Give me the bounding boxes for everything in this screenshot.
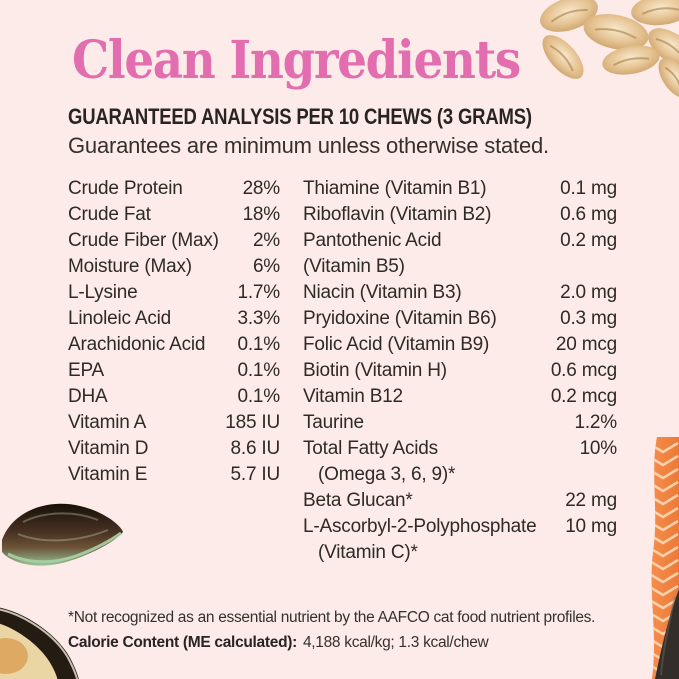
- table-row: Crude Fiber (Max) 2%: [68, 228, 280, 254]
- analysis-heading: GUARANTEED ANALYSIS PER 10 CHEWS (3 GRAM…: [68, 104, 532, 129]
- nutrient-value: 0.6 mg: [560, 204, 617, 225]
- table-row: Crude Fat 18%: [68, 202, 280, 228]
- nutrient-value: 0.2 mg: [560, 230, 617, 251]
- nutrient-value: 0.1%: [237, 360, 280, 381]
- table-row: Vitamin D 8.6 IU: [68, 436, 280, 462]
- table-row: Pryidoxine (Vitamin B6) 0.3 mg: [303, 306, 617, 332]
- table-row: Vitamin B12 0.2 mcg: [303, 384, 617, 410]
- table-row: Taurine 1.2%: [303, 410, 617, 436]
- table-row: (Omega 3, 6, 9)*: [303, 462, 617, 488]
- nutrient-label: L-Lysine: [68, 282, 138, 303]
- nutrient-value: 0.1%: [237, 386, 280, 407]
- nutrient-value: 0.6 mcg: [550, 360, 617, 381]
- nutrient-label: Arachidonic Acid: [68, 334, 206, 355]
- nutrient-label: Riboflavin (Vitamin B2): [303, 204, 492, 225]
- table-row: Niacin (Vitamin B3) 2.0 mg: [303, 280, 617, 306]
- nutrient-label: Biotin (Vitamin H): [303, 360, 447, 381]
- nutrient-value: 3.3%: [237, 308, 280, 329]
- calorie-content: Calorie Content (ME calculated): 4,188 kc…: [68, 630, 643, 655]
- nutrient-label: DHA: [68, 386, 108, 407]
- nutrient-value: 18%: [242, 204, 281, 225]
- nutrient-label: Crude Protein: [68, 178, 183, 199]
- nutrient-label: Taurine: [303, 412, 364, 433]
- table-row: Vitamin E 5.7 IU: [68, 462, 280, 488]
- table-row: Beta Glucan* 22 mg: [303, 488, 617, 514]
- table-row: EPA 0.1%: [68, 358, 280, 384]
- nutrient-value: 1.7%: [237, 282, 280, 303]
- table-row: Arachidonic Acid 0.1%: [68, 332, 280, 358]
- nutrient-label: (Omega 3, 6, 9)*: [318, 464, 456, 485]
- table-row: (Vitamin B5): [303, 254, 617, 280]
- calorie-content-value: 4,188 kcal/kg; 1.3 kcal/chew: [302, 634, 489, 651]
- table-row: Riboflavin (Vitamin B2) 0.6 mg: [303, 202, 617, 228]
- table-row: Total Fatty Acids 10%: [303, 436, 617, 462]
- table-row: Pantothenic Acid 0.2 mg: [303, 228, 617, 254]
- table-row: Linoleic Acid 3.3%: [68, 306, 280, 332]
- nutrient-value: 10 mg: [565, 516, 617, 537]
- analysis-subheading: Guarantees are minimum unless otherwise …: [68, 133, 549, 158]
- calorie-content-label: Calorie Content (ME calculated):: [68, 634, 297, 651]
- table-row: L-Ascorbyl-2-Polyphosphate 10 mg: [303, 514, 617, 540]
- nutrient-label: Thiamine (Vitamin B1): [303, 178, 487, 199]
- nutrient-value: 1.2%: [574, 412, 617, 433]
- nutrient-label: Vitamin E: [68, 464, 148, 485]
- nutrient-value: 0.1%: [237, 334, 280, 355]
- nutrient-value: 22 mg: [565, 490, 617, 511]
- nutrient-label: Pryidoxine (Vitamin B6): [303, 308, 497, 329]
- table-row: Biotin (Vitamin H) 0.6 mcg: [303, 358, 617, 384]
- footer: *Not recognized as an essential nutrient…: [68, 605, 643, 655]
- nutrient-value: 20 mcg: [555, 334, 617, 355]
- table-row: Thiamine (Vitamin B1) 0.1 mg: [303, 176, 617, 202]
- nutrient-label: Linoleic Acid: [68, 308, 172, 329]
- table-row: Vitamin A 185 IU: [68, 410, 280, 436]
- table-row: DHA 0.1%: [68, 384, 280, 410]
- nutrient-value: 8.6 IU: [230, 438, 281, 459]
- nutrient-value: 0.2 mcg: [550, 386, 617, 407]
- nutrient-value: 28%: [242, 178, 281, 199]
- nutrient-label: Moisture (Max): [68, 256, 192, 277]
- nutrient-value: 2.0 mg: [560, 282, 617, 303]
- nutrient-label: EPA: [68, 360, 105, 381]
- nutrient-label: Beta Glucan*: [303, 490, 413, 511]
- nutrient-label: Vitamin A: [68, 412, 147, 433]
- nutrient-value: 2%: [252, 230, 280, 251]
- nutrient-value: 6%: [252, 256, 280, 277]
- table-row: (Vitamin C)*: [303, 540, 617, 566]
- nutrient-label: Vitamin B12: [303, 386, 403, 407]
- nutrient-label: (Vitamin C)*: [318, 542, 418, 563]
- table-row: Moisture (Max) 6%: [68, 254, 280, 280]
- table-row: Crude Protein 28%: [68, 176, 280, 202]
- nutrient-value: 5.7 IU: [230, 464, 281, 485]
- nutrient-value: 185 IU: [225, 412, 280, 433]
- nutrient-value: 10%: [579, 438, 618, 459]
- table-row: Folic Acid (Vitamin B9) 20 mcg: [303, 332, 617, 358]
- nutrient-label: Crude Fiber (Max): [68, 230, 219, 251]
- table-row: L-Lysine 1.7%: [68, 280, 280, 306]
- guaranteed-analysis-table: Crude Protein 28% Crude Fat 18% Crude Fibe…: [68, 176, 617, 566]
- nutrient-label: Folic Acid (Vitamin B9): [303, 334, 490, 355]
- page-title: Clean Ingredients: [72, 30, 521, 91]
- nutrient-label: Niacin (Vitamin B3): [303, 282, 462, 303]
- nutrient-label: (Vitamin B5): [303, 256, 405, 277]
- nutrient-label: Pantothenic Acid: [303, 230, 442, 251]
- nutrient-label: Total Fatty Acids: [303, 438, 438, 459]
- salmon-fillet-image: [651, 437, 679, 679]
- nutrient-value: 0.3 mg: [560, 308, 617, 329]
- nutrient-value: 0.1 mg: [560, 178, 617, 199]
- analysis-column-left: Crude Protein 28% Crude Fat 18% Crude Fibe…: [68, 176, 280, 566]
- nutrient-label: L-Ascorbyl-2-Polyphosphate: [303, 516, 537, 537]
- nutrient-label: Vitamin D: [68, 438, 149, 459]
- analysis-column-right: Thiamine (Vitamin B1) 0.1 mg Riboflavin (…: [303, 176, 617, 566]
- oats-image: [540, 0, 679, 99]
- nutrient-label: Crude Fat: [68, 204, 151, 225]
- aafco-footnote: *Not recognized as an essential nutrient…: [68, 609, 596, 626]
